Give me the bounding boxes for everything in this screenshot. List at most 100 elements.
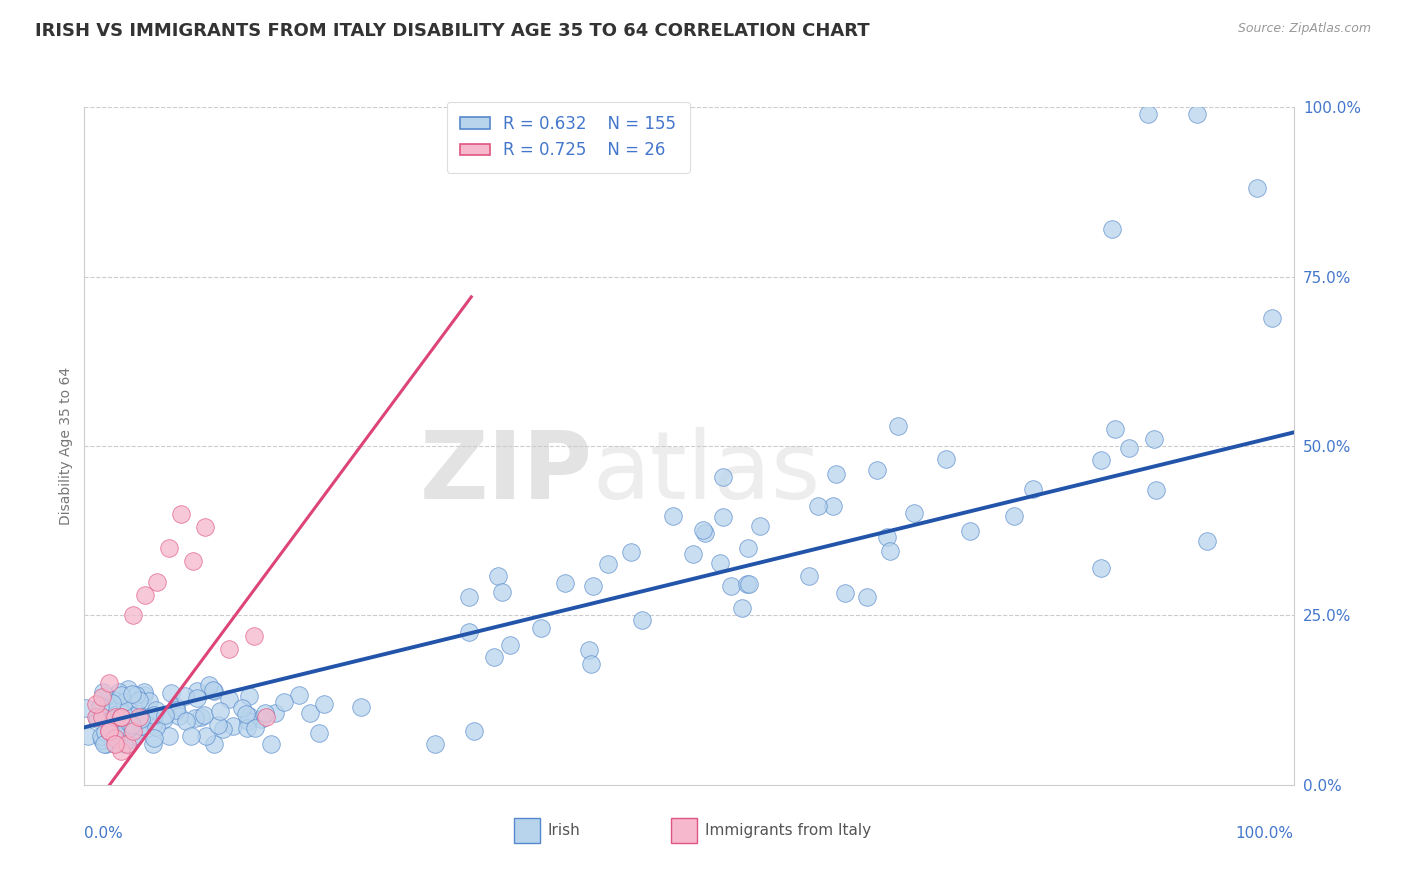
Point [180, 729, 202, 743]
Point [139, 709, 162, 723]
Point [1104, 422, 1126, 436]
Point [735, 577, 758, 591]
Point [94, 737, 117, 751]
Point [1090, 561, 1112, 575]
Text: Immigrants from Italy: Immigrants from Italy [704, 823, 870, 838]
Legend: R = 0.632    N = 155, R = 0.725    N = 26: R = 0.632 N = 155, R = 0.725 N = 26 [447, 102, 689, 173]
Point [709, 557, 731, 571]
Point [856, 590, 879, 604]
Point [91, 685, 114, 699]
Point [263, 706, 285, 721]
Text: atlas: atlas [592, 427, 821, 519]
Point [903, 506, 925, 520]
Point [876, 530, 898, 544]
Point [86, 710, 108, 724]
Point [186, 691, 208, 706]
Point [243, 721, 266, 735]
Point [121, 608, 143, 623]
Point [124, 729, 146, 743]
Point [145, 720, 167, 734]
Point [190, 710, 212, 724]
Point [97, 676, 120, 690]
FancyBboxPatch shape [513, 818, 540, 843]
Point [620, 545, 643, 559]
Point [142, 718, 165, 732]
Point [97, 697, 120, 711]
Point [181, 554, 204, 568]
Point [218, 691, 240, 706]
Point [287, 688, 309, 702]
Point [129, 719, 152, 733]
Point [104, 731, 127, 745]
Point [110, 744, 132, 758]
Point [692, 523, 714, 537]
Point [235, 707, 257, 722]
Point [238, 689, 260, 703]
Point [242, 629, 264, 643]
Point [146, 574, 169, 589]
Point [807, 499, 830, 513]
Point [720, 579, 742, 593]
Point [157, 541, 180, 555]
Point [799, 568, 821, 582]
Point [631, 613, 654, 627]
Text: IRISH VS IMMIGRANTS FROM ITALY DISABILITY AGE 35 TO 64 CORRELATION CHART: IRISH VS IMMIGRANTS FROM ITALY DISABILIT… [35, 22, 870, 40]
Point [194, 729, 217, 743]
Text: Source: ZipAtlas.com: Source: ZipAtlas.com [1237, 22, 1371, 36]
Point [186, 684, 208, 698]
Point [1185, 107, 1208, 121]
Point [89, 698, 111, 713]
Point [254, 706, 277, 720]
Point [682, 547, 704, 561]
Point [1090, 453, 1112, 467]
Point [117, 701, 139, 715]
Point [121, 718, 143, 732]
Point [142, 708, 165, 723]
Point [662, 509, 685, 524]
Point [423, 737, 446, 751]
Point [104, 737, 127, 751]
Point [103, 692, 125, 706]
Point [104, 733, 127, 747]
Text: 100.0%: 100.0% [1236, 826, 1294, 840]
Point [238, 709, 260, 723]
Point [259, 737, 281, 751]
Point [1118, 441, 1140, 455]
Point [129, 710, 152, 724]
Point [153, 712, 176, 726]
Point [121, 723, 143, 738]
Point [204, 737, 226, 751]
Point [198, 678, 221, 692]
Point [101, 736, 124, 750]
Point [491, 585, 513, 599]
Point [194, 520, 217, 534]
Point [142, 737, 165, 751]
Point [138, 693, 160, 707]
Text: 0.0%: 0.0% [84, 826, 124, 840]
Point [174, 689, 197, 703]
Point [112, 706, 135, 720]
Point [93, 725, 115, 739]
Point [142, 731, 165, 745]
Point [128, 710, 150, 724]
Point [77, 729, 100, 743]
Point [110, 710, 132, 724]
Point [693, 525, 716, 540]
Point [458, 590, 481, 604]
Point [824, 467, 846, 482]
Point [121, 688, 143, 702]
Point [458, 624, 481, 639]
Point [129, 713, 152, 727]
Point [117, 722, 139, 736]
Point [159, 686, 181, 700]
Point [165, 703, 187, 717]
Point [959, 524, 981, 538]
Point [108, 713, 131, 727]
Point [530, 621, 553, 635]
Point [93, 737, 115, 751]
Point [222, 718, 245, 732]
Point [117, 681, 139, 696]
Point [132, 688, 155, 702]
Point [887, 418, 910, 433]
Point [86, 709, 108, 723]
